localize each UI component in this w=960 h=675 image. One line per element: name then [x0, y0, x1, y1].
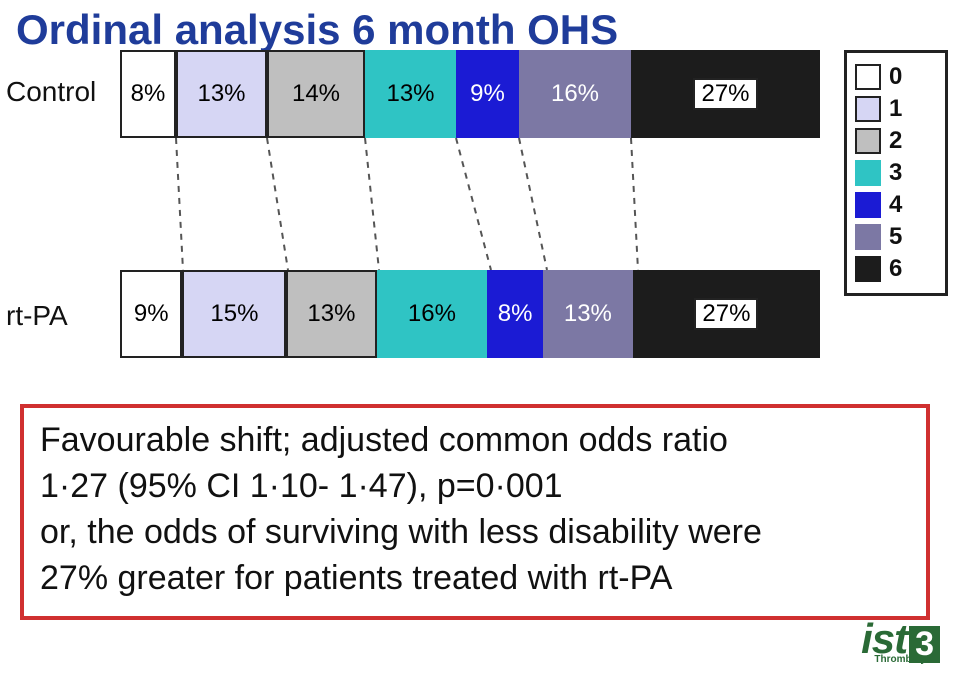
- legend-text: 3: [889, 159, 902, 187]
- segment-ohs-3: 13%: [365, 50, 456, 138]
- segment-label: 13%: [564, 300, 612, 328]
- legend-swatch: [855, 128, 881, 154]
- caption-line-3: or, the odds of surviving with less disa…: [40, 510, 910, 556]
- segment-ohs-4: 8%: [487, 270, 542, 358]
- segment-label: 9%: [134, 300, 169, 328]
- legend-item-3: 3: [855, 159, 937, 187]
- connector-line: [365, 138, 379, 270]
- caption-line-2: 1·27 (95% CI 1·10- 1·47), p=0·001: [40, 464, 910, 510]
- segment-ohs-0: 9%: [120, 270, 182, 358]
- legend: 0 1 2 3 4 5 6: [844, 50, 948, 296]
- segment-label: 13%: [386, 80, 434, 108]
- legend-text: 1: [889, 95, 902, 123]
- legend-item-6: 6: [855, 255, 937, 283]
- legend-swatch: [855, 64, 881, 90]
- segment-ohs-6: 27%: [631, 50, 820, 138]
- segment-ohs-6: 27%: [633, 270, 820, 358]
- connector-line: [176, 138, 183, 270]
- row-label-control: Control: [0, 76, 122, 108]
- segment-label: 8%: [498, 300, 533, 328]
- legend-item-4: 4: [855, 191, 937, 219]
- legend-swatch: [855, 256, 881, 282]
- legend-item-5: 5: [855, 223, 937, 251]
- logo-sub: Thrombolysis: [874, 654, 940, 665]
- segment-label: 15%: [210, 300, 258, 328]
- segment-ohs-5: 13%: [543, 270, 633, 358]
- segment-label: 13%: [307, 300, 355, 328]
- row-label-rtpa: rt-PA: [0, 300, 122, 332]
- segment-ohs-4: 9%: [456, 50, 519, 138]
- bar-row-rtpa: 9% 15% 13% 16% 8% 13% 27%: [120, 270, 820, 358]
- segment-label: 16%: [551, 80, 599, 108]
- connectors: [120, 138, 820, 270]
- legend-swatch: [855, 96, 881, 122]
- segment-ohs-1: 13%: [176, 50, 267, 138]
- connector-line: [519, 138, 547, 270]
- legend-swatch: [855, 192, 881, 218]
- logo: ist 3 Thrombolysis: [861, 615, 940, 663]
- segment-ohs-2: 14%: [267, 50, 365, 138]
- caption-box: Favourable shift; adjusted common odds r…: [20, 404, 930, 620]
- legend-swatch: [855, 224, 881, 250]
- segment-ohs-5: 16%: [519, 50, 631, 138]
- segment-ohs-1: 15%: [182, 270, 286, 358]
- legend-item-0: 0: [855, 63, 937, 91]
- stacked-bar-chart: Control rt-PA 8% 13% 14% 13% 9% 16% 27% 9% 15% 1…: [0, 50, 960, 380]
- legend-text: 5: [889, 223, 902, 251]
- caption-line-1: Favourable shift; adjusted common odds r…: [40, 418, 910, 464]
- legend-swatch: [855, 160, 881, 186]
- bar-row-control: 8% 13% 14% 13% 9% 16% 27%: [120, 50, 820, 138]
- segment-ohs-3: 16%: [377, 270, 488, 358]
- legend-text: 4: [889, 191, 902, 219]
- segment-label: 14%: [292, 80, 340, 108]
- bars-area: 8% 13% 14% 13% 9% 16% 27% 9% 15% 13% 16% 8% 13% 27%: [120, 50, 820, 380]
- legend-text: 6: [889, 255, 902, 283]
- legend-text: 2: [889, 127, 902, 155]
- segment-ohs-0: 8%: [120, 50, 176, 138]
- segment-label: 8%: [131, 80, 166, 108]
- legend-text: 0: [889, 63, 902, 91]
- segment-label: 9%: [470, 80, 505, 108]
- segment-label: 27%: [694, 298, 758, 330]
- connector-line: [456, 138, 491, 270]
- segment-ohs-2: 13%: [286, 270, 376, 358]
- legend-item-1: 1: [855, 95, 937, 123]
- page-title: Ordinal analysis 6 month OHS: [16, 6, 618, 54]
- segment-label: 16%: [408, 300, 456, 328]
- legend-item-2: 2: [855, 127, 937, 155]
- segment-label: 13%: [197, 80, 245, 108]
- segment-label: 27%: [693, 78, 757, 110]
- caption-line-4: 27% greater for patients treated with rt…: [40, 556, 910, 602]
- connector-line: [267, 138, 288, 270]
- connector-line: [631, 138, 638, 270]
